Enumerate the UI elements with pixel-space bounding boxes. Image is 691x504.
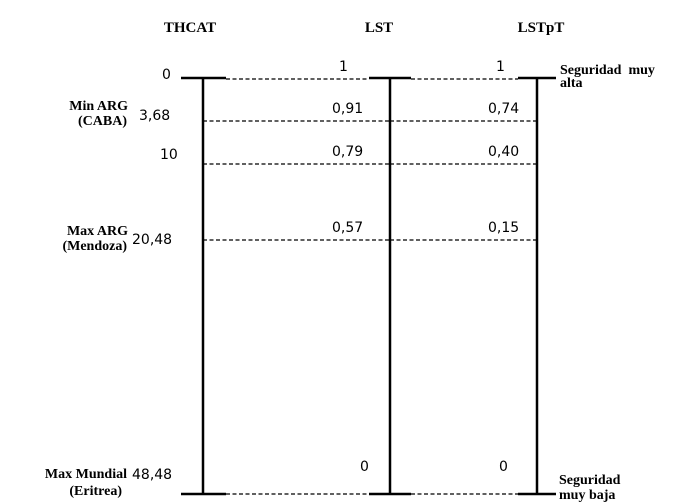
header-lst: LST bbox=[365, 20, 393, 36]
lst-value-max-mundial: 0 bbox=[360, 459, 369, 475]
lstpt-value-ten: 0,40 bbox=[488, 144, 519, 160]
row-label-max-arg-sub: (Mendoza) bbox=[62, 239, 127, 254]
lstpt-value-top: 1 bbox=[496, 59, 505, 75]
lstpt-value-max-arg: 0,15 bbox=[488, 220, 519, 236]
row-label-max-arg: Max ARG bbox=[67, 224, 128, 239]
annotation-bottom-line1: Seguridad bbox=[559, 473, 621, 488]
row-label-max-mundial: Max Mundial bbox=[45, 467, 127, 482]
lst-value-min-arg: 0,91 bbox=[332, 101, 363, 117]
row-label-max-mundial-sub: (Eritrea) bbox=[69, 484, 122, 499]
row-label-min-arg: Min ARG bbox=[69, 99, 128, 114]
annotation-top-line2: alta bbox=[560, 76, 583, 91]
header-thcat: THCAT bbox=[164, 20, 216, 36]
lst-value-max-arg: 0,57 bbox=[332, 220, 363, 236]
lstpt-value-min-arg: 0,74 bbox=[488, 101, 519, 117]
row-label-min-arg-sub: (CABA) bbox=[78, 114, 127, 129]
annotation-top-line1: Seguridad muy bbox=[560, 63, 655, 78]
header-lstpt: LSTpT bbox=[518, 20, 565, 36]
annotation-bottom-line2: muy baja bbox=[559, 488, 615, 503]
thcat-value-ten: 10 bbox=[160, 147, 178, 163]
thcat-value-top: 0 bbox=[162, 67, 171, 83]
lst-value-top: 1 bbox=[339, 59, 348, 75]
lstpt-value-max-mundial: 0 bbox=[499, 459, 508, 475]
thcat-value-min-arg: 3,68 bbox=[139, 108, 170, 124]
lst-value-ten: 0,79 bbox=[332, 144, 363, 160]
thcat-value-max-arg: 20,48 bbox=[132, 232, 172, 248]
thcat-value-max-mundial: 48,48 bbox=[132, 467, 172, 483]
